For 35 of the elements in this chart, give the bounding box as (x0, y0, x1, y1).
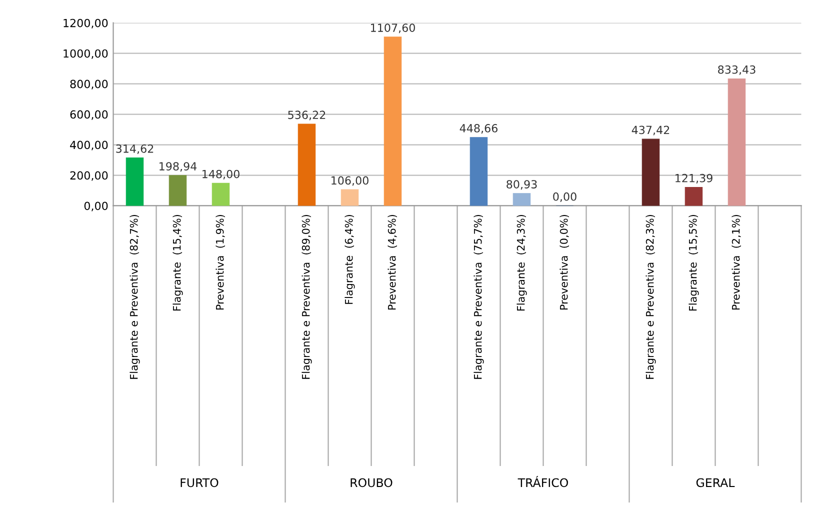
x-tick-label: Preventiva (0,0%) (560, 214, 569, 310)
x-tick-label: Flagrante (15,5%) (688, 214, 699, 311)
x-tick-label: Preventiva (4,6%) (388, 214, 398, 310)
text: TRÁFICO (518, 476, 568, 488)
x-tick-label: Flagrante (6,4%) (344, 214, 355, 304)
text: GERAL (696, 478, 735, 488)
y-tick-label: 200,00 (70, 171, 108, 181)
data-label: 536,22 (288, 110, 326, 120)
data-label: 0,00 (553, 192, 576, 202)
data-label: 106,00 (332, 176, 368, 186)
data-label: 314,62 (116, 144, 154, 154)
text: ROUBO (350, 478, 392, 488)
x-tick-label: Flagrante e Preventiva (75,7%) (474, 214, 484, 379)
x-tick-label: Flagrante e Preventiva (89,0%) (302, 214, 312, 379)
x-tick-label: Flagrante e Preventiva (82,7%) (130, 214, 140, 379)
x-tick-label: Preventiva (1,9%) (216, 214, 226, 310)
data-label: 80,93 (506, 180, 537, 190)
x-tick-label: Flagrante (15,4%) (172, 214, 183, 311)
x-tick-label: Preventiva (2,1%) (732, 214, 741, 310)
y-tick-label: 800,00 (70, 80, 108, 90)
y-tick-label: 400,00 (70, 140, 108, 150)
data-label: 437,42 (632, 126, 670, 136)
x-tick-label: Flagrante e Preventiva (82,3%) (646, 214, 656, 379)
data-label: 1107,60 (371, 24, 415, 34)
y-tick-label: 1000,00 (64, 49, 108, 59)
data-label: 198,94 (160, 162, 197, 172)
y-tick-label: 600,00 (70, 110, 108, 120)
x-tick-label: Flagrante (24,3%) (516, 214, 527, 311)
y-tick-label: 1200,00 (64, 18, 108, 28)
y-tick-label: 0,00 (84, 202, 108, 212)
text: FURTO (180, 478, 218, 488)
data-label: 148,00 (202, 170, 240, 180)
data-label: 448,66 (460, 124, 498, 134)
data-label: 121,39 (676, 174, 712, 184)
data-label: 833,43 (718, 65, 756, 75)
